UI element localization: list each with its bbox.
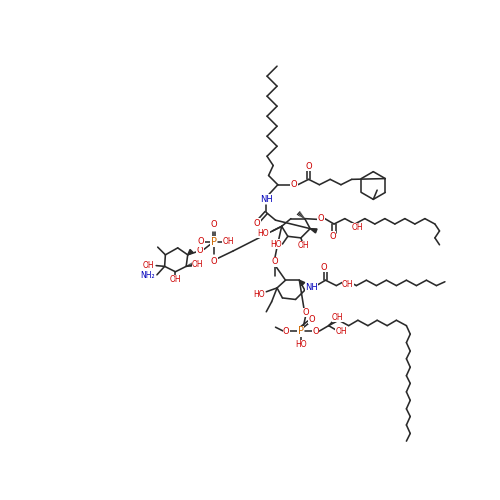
Text: O: O xyxy=(308,315,315,324)
Text: O: O xyxy=(329,232,336,241)
Text: P: P xyxy=(211,236,217,246)
Polygon shape xyxy=(300,280,304,285)
Text: OH: OH xyxy=(332,312,344,322)
Text: HO: HO xyxy=(253,290,264,300)
Text: O: O xyxy=(210,257,217,266)
Text: OH: OH xyxy=(335,326,347,336)
Text: OH: OH xyxy=(222,237,234,246)
Text: O: O xyxy=(318,214,324,223)
Text: NH: NH xyxy=(260,195,272,204)
Text: O: O xyxy=(306,162,312,171)
Text: OH: OH xyxy=(143,261,154,270)
Text: O: O xyxy=(302,308,309,317)
Text: HO: HO xyxy=(270,240,281,248)
Text: O: O xyxy=(272,257,278,266)
Text: O: O xyxy=(254,218,260,228)
Text: HO: HO xyxy=(258,229,270,238)
Text: O: O xyxy=(283,326,290,336)
Text: NH: NH xyxy=(306,284,318,292)
Text: OH: OH xyxy=(342,280,353,288)
Polygon shape xyxy=(310,228,317,233)
Text: OH: OH xyxy=(352,224,363,232)
Polygon shape xyxy=(188,250,193,255)
Text: P: P xyxy=(298,326,304,336)
Text: O: O xyxy=(320,262,328,272)
Text: O: O xyxy=(312,326,319,336)
Text: OH: OH xyxy=(298,241,309,250)
Text: OH: OH xyxy=(192,260,203,270)
Text: NH₂: NH₂ xyxy=(140,271,154,280)
Text: OH: OH xyxy=(170,275,181,284)
Text: O: O xyxy=(196,246,203,256)
Text: O: O xyxy=(198,237,204,246)
Text: HO: HO xyxy=(295,340,306,349)
Text: O: O xyxy=(290,180,298,189)
Text: O: O xyxy=(210,220,217,228)
